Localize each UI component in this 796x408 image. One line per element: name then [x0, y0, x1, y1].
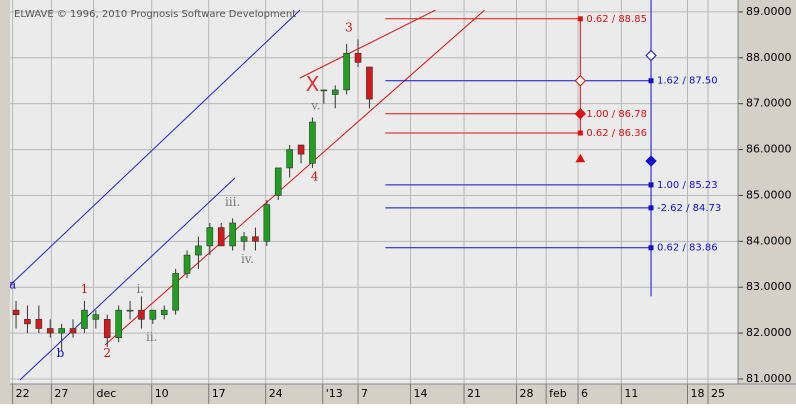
x-tick-label: 10	[155, 387, 169, 400]
candle-body	[354, 52, 362, 63]
candle-body	[343, 52, 350, 91]
level-label: 1.00 / 85.23	[657, 180, 718, 191]
y-tick-label: 85.0000	[746, 188, 792, 201]
trend-line	[104, 9, 485, 346]
wave-label: b	[57, 346, 65, 360]
candle-body	[331, 89, 339, 95]
y-tick-label: 86.0000	[746, 143, 792, 156]
level-label: -2.62 / 84.73	[657, 203, 721, 214]
candle-body	[81, 309, 88, 329]
x-tick-label: 6	[581, 387, 588, 400]
wave-label: iv.	[241, 252, 254, 266]
wave-label: a	[9, 277, 16, 291]
x-tick-label: 24	[269, 387, 283, 400]
wave-label: 4	[311, 170, 319, 184]
trend-line	[299, 9, 436, 79]
x-tick-label: 27	[54, 387, 68, 400]
wave-label: X	[306, 72, 320, 96]
candle-body	[286, 149, 293, 169]
candle-body	[35, 319, 43, 329]
x-tick-label: 11	[624, 387, 638, 400]
x-tick-label: 28	[519, 387, 533, 400]
y-tick-label: 81.0000	[746, 372, 792, 385]
candle-body	[195, 245, 202, 256]
candle-body	[160, 309, 168, 316]
wave-label: 2	[103, 346, 111, 360]
wave-label: v.	[310, 98, 320, 112]
candle-body	[320, 89, 328, 92]
trend-line	[19, 177, 236, 381]
candle-body	[149, 309, 157, 320]
wave-label: iii.	[225, 195, 240, 209]
candle-body	[172, 273, 179, 311]
level-label: 0.62 / 83.86	[657, 243, 718, 254]
watermark: ELWAVE © 1996, 2010 Prognosis Software D…	[14, 9, 296, 20]
trend-line	[10, 9, 301, 286]
candle-body	[103, 319, 111, 338]
x-tick-label: 7	[361, 387, 368, 400]
x-tick-label: 14	[413, 387, 427, 400]
candle-body	[274, 167, 282, 196]
candle-body	[58, 328, 65, 334]
projection-marker	[574, 108, 587, 120]
candle-body	[24, 319, 31, 325]
candle-body	[69, 328, 77, 334]
wave-label: ii.	[146, 330, 158, 344]
x-tick-label: 22	[16, 387, 30, 400]
x-tick-label: '13	[326, 387, 343, 400]
candle-body	[12, 309, 20, 316]
y-tick-label: 87.0000	[746, 97, 792, 110]
projection-marker	[575, 153, 586, 163]
plot-area	[10, 0, 738, 384]
projection-marker	[574, 75, 587, 87]
y-tick-label: 84.0000	[746, 234, 792, 247]
projection-marker	[645, 49, 657, 62]
wave-label: i.	[136, 282, 144, 296]
y-tick-label: 88.0000	[746, 51, 792, 64]
y-tick-label: 82.0000	[746, 326, 792, 339]
x-tick-label: feb	[549, 387, 567, 400]
level-label: 0.62 / 86.36	[586, 128, 647, 139]
candle-body	[309, 121, 316, 164]
candle-body	[138, 309, 145, 320]
candle-body	[126, 309, 134, 312]
x-tick-label: 21	[467, 387, 481, 400]
candle-body	[115, 309, 122, 338]
x-tick-label: dec	[97, 387, 117, 400]
level-label: 0.62 / 88.85	[586, 14, 647, 25]
candle-body	[229, 222, 236, 247]
y-tick-label: 89.0000	[746, 5, 792, 18]
candle-body	[206, 227, 214, 247]
candle-body	[183, 254, 191, 274]
candle-body	[46, 328, 54, 334]
candle-body	[217, 227, 225, 247]
wave-label: 3	[345, 20, 353, 34]
candle-body	[252, 236, 259, 242]
candle-body	[263, 204, 271, 242]
y-tick-label: 83.0000	[746, 280, 792, 293]
candle-body	[92, 314, 100, 320]
candle-body	[297, 144, 305, 155]
projection-marker	[645, 155, 657, 167]
level-label: 1.62 / 87.50	[657, 76, 718, 87]
x-tick-label: 17	[212, 387, 226, 400]
candle-body	[366, 66, 373, 100]
level-label: 1.00 / 86.78	[586, 109, 647, 120]
x-tick-label: 18	[690, 387, 704, 400]
candle-body	[240, 236, 248, 242]
wave-label: 1	[81, 282, 89, 296]
x-tick-label: 25	[711, 387, 725, 400]
